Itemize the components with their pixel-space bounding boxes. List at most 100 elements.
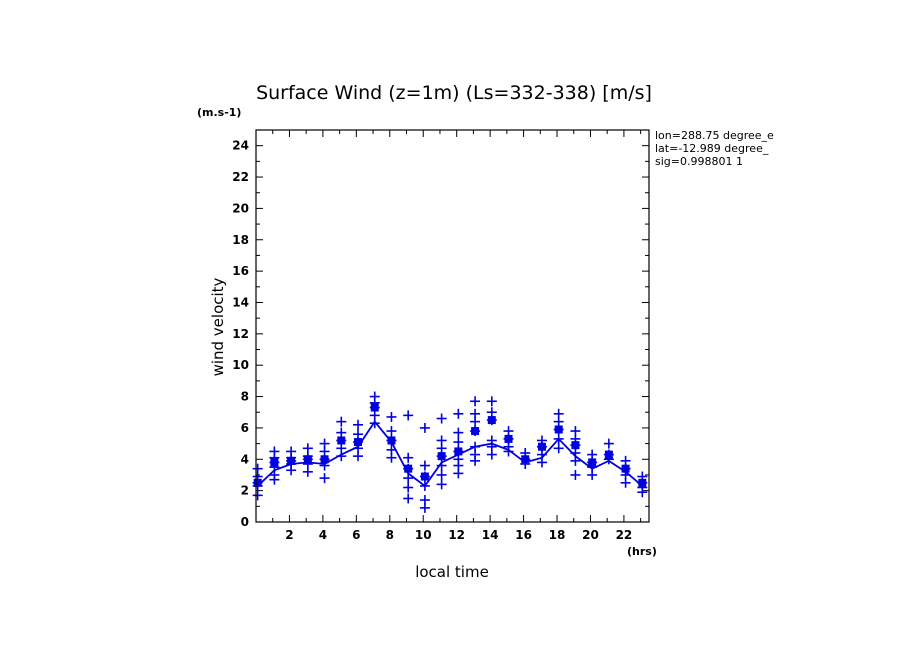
x-tick-label: 4 [319,528,327,542]
sample-point [319,473,330,484]
hour-square-marker [337,436,346,445]
sample-point [470,455,481,466]
info-sig: sig=0.998801 1 [655,155,743,168]
y-tick-label: 8 [241,390,249,404]
hour-square-marker [437,452,446,461]
hour-square-marker [387,436,396,445]
hour-square-marker [621,464,630,473]
hour-square-marker [303,455,312,464]
sample-point [403,482,414,493]
hour-square-marker [454,447,463,456]
hour-square-marker [554,425,563,434]
sample-point [453,427,464,438]
sample-point [269,474,280,485]
sample-point [353,451,364,462]
sample-point [486,396,497,407]
info-lon: lon=288.75 degree_e [655,129,774,142]
hour-square-marker [504,434,513,443]
x-tick-label: 20 [582,528,599,542]
x-axis-label: local time [415,563,489,581]
y-tick-label: 22 [232,170,249,184]
sample-point [403,410,414,421]
sample-point [637,487,648,498]
hour-square-marker [370,403,379,412]
hour-square-marker [287,456,296,465]
sample-point [570,469,581,480]
x-tick-label: 14 [482,528,499,542]
hour-square-marker [638,478,647,487]
hour-square-marker [588,458,597,467]
sample-point [620,477,631,488]
sample-point [286,465,297,476]
sample-point [470,396,481,407]
hour-square-marker [571,441,580,450]
sample-point [603,438,614,449]
chart-title: Surface Wind (z=1m) (Ls=332-338) [m/s] [256,82,652,104]
sample-point [403,493,414,504]
hour-square-marker [354,438,363,447]
y-tick-label: 18 [232,233,249,247]
sample-point [336,416,347,427]
sample-point [486,449,497,460]
sample-point [436,469,447,480]
y-tick-label: 24 [232,139,249,153]
y-tick-label: 10 [232,358,249,372]
sample-point [386,426,397,437]
x-tick-label: 10 [415,528,432,542]
sample-point [252,490,263,501]
x-unit-label: (hrs) [627,545,657,558]
sample-point [470,416,481,427]
hour-square-marker [270,458,279,467]
y-axis-label: wind velocity [209,277,227,376]
hour-square-marker [471,427,480,436]
sample-point [453,408,464,419]
y-tick-label: 6 [241,421,249,435]
hour-square-marker [320,455,329,464]
sample-point [386,411,397,422]
y-tick-label: 16 [232,264,249,278]
sample-point [553,443,564,454]
mean-line [257,420,643,488]
sample-point [386,452,397,463]
sample-point [436,479,447,490]
hour-square-marker [404,464,413,473]
plot-frame [255,129,650,523]
sample-point [453,468,464,479]
hour-square-marker [521,455,530,464]
x-tick-label: 22 [616,528,633,542]
x-tick-label: 2 [285,528,293,542]
sample-point [353,419,364,430]
x-tick-label: 18 [549,528,566,542]
y-tick-label: 0 [241,515,249,529]
x-tick-label: 6 [352,528,360,542]
sample-point [587,469,598,480]
x-tick-label: 12 [448,528,465,542]
hour-square-marker [253,478,262,487]
x-ticks: 2 4 6 8 10 12 14 16 18 20 22 [272,130,642,542]
sample-point [403,473,414,484]
hour-square-marker [537,442,546,451]
sample-point [436,413,447,424]
sample-point [419,460,430,471]
plot-marks [252,391,648,513]
sample-point [419,422,430,433]
hour-square-marker [487,416,496,425]
hour-square-marker [420,472,429,481]
sample-point [403,452,414,463]
info-lat: lat=-12.989 degree_ [655,142,769,155]
y-unit-label: (m.s-1) [197,106,241,119]
y-tick-label: 12 [232,327,249,341]
sample-point [453,437,464,448]
sample-point [536,457,547,468]
y-tick-label: 20 [232,201,249,215]
y-tick-label: 2 [241,484,249,498]
sample-point [570,455,581,466]
y-tick-label: 14 [232,295,249,309]
x-tick-label: 16 [515,528,532,542]
hour-square-marker [604,450,613,459]
y-tick-label: 4 [241,452,249,466]
x-tick-label: 8 [386,528,394,542]
sample-point [302,466,313,477]
